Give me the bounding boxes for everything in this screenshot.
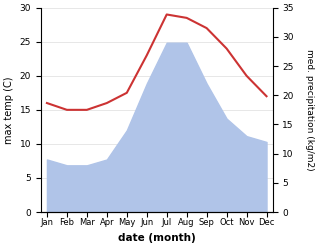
- X-axis label: date (month): date (month): [118, 233, 196, 243]
- Y-axis label: max temp (C): max temp (C): [4, 76, 14, 144]
- Y-axis label: med. precipitation (kg/m2): med. precipitation (kg/m2): [305, 49, 314, 171]
